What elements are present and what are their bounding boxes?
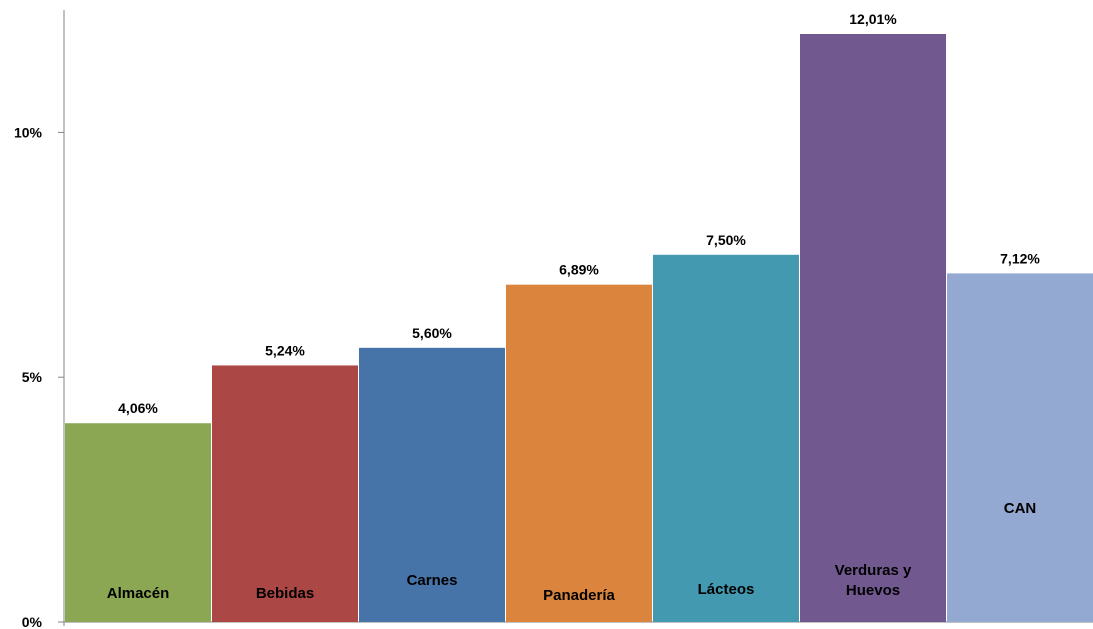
category-label-5: Lácteos — [698, 581, 755, 598]
category-label-3: Carnes — [407, 572, 458, 589]
data-label-6: 12,01% — [849, 11, 897, 27]
bar-1 — [65, 423, 211, 622]
bar-7 — [947, 273, 1093, 622]
category-label-1: Almacén — [107, 585, 170, 602]
labels: 4,06% 5,24% 5,60% 6,89% 7,50% 12,01% 7,12% Alma… — [107, 11, 1041, 604]
category-label-6: Verduras y — [835, 562, 912, 579]
y-tick-label: 10% — [14, 124, 43, 140]
bar-4 — [506, 284, 652, 622]
data-label-5: 7,50% — [706, 232, 746, 248]
bar-2 — [212, 365, 358, 622]
category-label-7: CAN — [1004, 500, 1037, 517]
bar-3 — [359, 347, 505, 622]
category-label-6: Huevos — [846, 582, 900, 599]
data-label-1: 4,06% — [118, 400, 158, 416]
bar-6 — [800, 33, 946, 622]
data-label-4: 6,89% — [559, 262, 599, 278]
category-label-2: Bebidas — [256, 585, 314, 602]
bars — [65, 33, 1093, 623]
y-tick-label: 5% — [22, 369, 43, 385]
data-label-3: 5,60% — [412, 325, 452, 341]
bar-5 — [653, 254, 799, 623]
category-label-4: Panadería — [543, 587, 615, 604]
data-label-7: 7,12% — [1000, 250, 1040, 266]
y-tick-label: 0% — [22, 614, 43, 629]
data-label-2: 5,24% — [265, 342, 305, 358]
